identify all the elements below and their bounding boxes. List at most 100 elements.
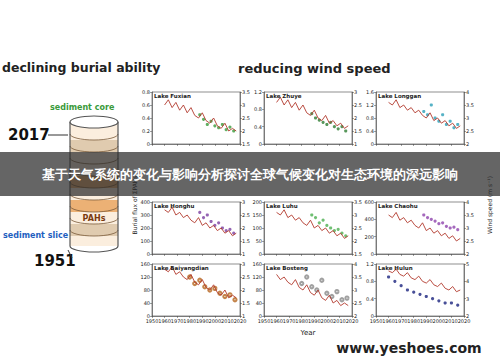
svg-text:3: 3: [354, 287, 357, 293]
svg-text:0.8: 0.8: [366, 115, 374, 121]
svg-text:0.4: 0.4: [254, 124, 262, 130]
svg-text:1960: 1960: [270, 318, 283, 324]
svg-text:400: 400: [364, 216, 374, 222]
svg-text:declining burial ability: declining burial ability: [2, 60, 161, 75]
svg-text:600: 600: [364, 199, 374, 205]
svg-text:4: 4: [466, 278, 469, 284]
svg-text:1960: 1960: [158, 318, 171, 324]
svg-text:2: 2: [354, 115, 357, 121]
svg-text:2: 2: [242, 225, 245, 231]
svg-text:3: 3: [242, 199, 245, 205]
svg-text:400: 400: [140, 199, 150, 205]
svg-text:2020: 2020: [234, 318, 247, 324]
svg-text:2000: 2000: [208, 318, 221, 324]
svg-text:2.5: 2.5: [242, 115, 250, 121]
svg-text:3: 3: [466, 225, 469, 231]
svg-text:1.6: 1.6: [366, 89, 374, 95]
svg-text:0.4: 0.4: [142, 115, 150, 121]
svg-text:4: 4: [466, 89, 469, 95]
svg-text:3.5: 3.5: [354, 274, 362, 280]
svg-text:2.5: 2.5: [466, 238, 474, 244]
svg-text:1990: 1990: [196, 318, 209, 324]
svg-text:3: 3: [354, 212, 357, 218]
svg-text:1.5: 1.5: [354, 128, 362, 134]
svg-text:150: 150: [252, 212, 262, 218]
svg-text:4: 4: [354, 261, 357, 267]
svg-text:Lake Chaohu: Lake Chaohu: [378, 203, 418, 209]
svg-text:1950: 1950: [370, 318, 383, 324]
svg-text:Lake Luhu: Lake Luhu: [266, 203, 298, 209]
svg-text:2000: 2000: [432, 318, 445, 324]
svg-text:Lake Bosteng: Lake Bosteng: [266, 265, 308, 272]
svg-text:0.8: 0.8: [254, 106, 262, 112]
svg-text:3: 3: [466, 296, 469, 302]
svg-text:3: 3: [354, 89, 357, 95]
svg-text:0.4: 0.4: [366, 296, 374, 302]
svg-text:0: 0: [259, 141, 262, 147]
svg-text:3: 3: [242, 102, 245, 108]
svg-text:1960: 1960: [382, 318, 395, 324]
svg-text:0.4: 0.4: [366, 128, 374, 134]
svg-text:1970: 1970: [171, 318, 184, 324]
svg-text:40: 40: [144, 300, 150, 306]
svg-text:50: 50: [256, 238, 262, 244]
svg-text:2020: 2020: [346, 318, 359, 324]
svg-text:1: 1: [354, 141, 357, 147]
svg-text:1980: 1980: [295, 318, 308, 324]
svg-text:2.5: 2.5: [354, 300, 362, 306]
svg-text:0.2: 0.2: [142, 128, 150, 134]
svg-text:Wind speed (m s⁻¹): Wind speed (m s⁻¹): [486, 176, 494, 234]
svg-text:PAHs: PAHs: [83, 214, 106, 223]
svg-text:Lake Fuxian: Lake Fuxian: [154, 93, 191, 99]
svg-text:0.8: 0.8: [366, 278, 374, 284]
svg-text:120: 120: [140, 274, 150, 280]
svg-text:1970: 1970: [283, 318, 296, 324]
svg-text:2010: 2010: [221, 318, 234, 324]
svg-text:1990: 1990: [420, 318, 433, 324]
svg-text:2.5: 2.5: [242, 212, 250, 218]
svg-text:0.6: 0.6: [142, 102, 150, 108]
svg-text:80: 80: [144, 287, 150, 293]
svg-text:Burial flux of ΣPAHs: Burial flux of ΣPAHs: [131, 176, 138, 235]
svg-text:1.5: 1.5: [242, 300, 250, 306]
svg-text:4: 4: [466, 199, 469, 205]
svg-text:2: 2: [242, 287, 245, 293]
svg-text:1980: 1980: [183, 318, 196, 324]
svg-text:2010: 2010: [333, 318, 346, 324]
svg-text:2.5: 2.5: [354, 225, 362, 231]
svg-text:1.2: 1.2: [254, 89, 262, 95]
svg-text:1950: 1950: [146, 318, 159, 324]
svg-text:2.5: 2.5: [354, 102, 362, 108]
svg-text:sediment slice: sediment slice: [3, 231, 69, 240]
svg-text:sediment core: sediment core: [50, 103, 115, 112]
svg-text:1950: 1950: [258, 318, 271, 324]
svg-text:40: 40: [256, 300, 262, 306]
svg-text:300: 300: [140, 212, 150, 218]
svg-text:3.5: 3.5: [354, 199, 362, 205]
svg-text:160: 160: [252, 261, 262, 267]
svg-text:3.5: 3.5: [242, 89, 250, 95]
svg-text:1.2: 1.2: [366, 102, 374, 108]
svg-text:2: 2: [354, 238, 357, 244]
svg-text:0: 0: [371, 251, 374, 257]
svg-text:2010: 2010: [445, 318, 458, 324]
svg-text:120: 120: [252, 274, 262, 280]
svg-text:0: 0: [147, 141, 150, 147]
svg-text:100: 100: [140, 238, 150, 244]
svg-text:2: 2: [242, 128, 245, 134]
svg-text:2000: 2000: [320, 318, 333, 324]
svg-text:200: 200: [364, 234, 374, 240]
svg-text:1.2: 1.2: [366, 261, 374, 267]
svg-text:100: 100: [252, 225, 262, 231]
svg-text:Lake Hulun: Lake Hulun: [378, 265, 413, 271]
svg-text:Lake Honghu: Lake Honghu: [154, 203, 195, 210]
svg-text:1980: 1980: [407, 318, 420, 324]
svg-text:1.5: 1.5: [242, 238, 250, 244]
svg-text:2: 2: [466, 141, 469, 147]
svg-text:200: 200: [140, 225, 150, 231]
svg-text:2: 2: [466, 251, 469, 257]
svg-text:3.5: 3.5: [466, 212, 474, 218]
svg-text:0: 0: [147, 251, 150, 257]
svg-text:3: 3: [466, 115, 469, 121]
svg-text:1.5: 1.5: [354, 251, 362, 257]
